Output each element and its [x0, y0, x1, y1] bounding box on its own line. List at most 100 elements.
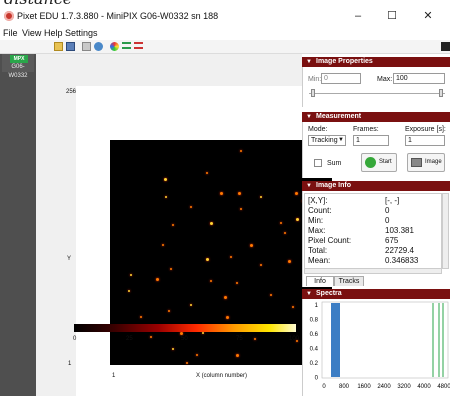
app-icon: [4, 11, 14, 21]
exposure-label: Exposure [s]:: [405, 126, 446, 133]
particle-spot: [165, 196, 167, 198]
menu-file[interactable]: File: [3, 28, 18, 38]
particle-spot: [210, 280, 212, 282]
open-folder-icon[interactable]: [54, 42, 63, 51]
spectra-plot-area: [321, 301, 449, 379]
particle-spot: [186, 362, 188, 364]
particle-spot: [140, 316, 142, 318]
max-input[interactable]: 100: [393, 73, 445, 84]
range-slider-max-handle[interactable]: [439, 89, 443, 97]
max-label: Max:: [377, 76, 393, 83]
chevron-down-icon: ▼: [338, 137, 344, 143]
vertical-scrollbar[interactable]: [442, 193, 449, 269]
particle-spot: [164, 178, 167, 181]
mode-select[interactable]: Tracking ▼: [308, 135, 346, 146]
spectra-x-tick: 800: [339, 384, 350, 390]
refresh-icon[interactable]: [94, 42, 103, 51]
menu-view[interactable]: View: [22, 28, 42, 38]
particle-spot: [130, 274, 132, 276]
particle-spot: [172, 224, 174, 226]
x-axis-left-tick: 1: [112, 373, 116, 379]
particle-spot: [206, 258, 209, 261]
range-slider-track[interactable]: [309, 93, 445, 94]
colorbar-tick-75: 75: [236, 336, 243, 342]
info-row-pixel-count: Pixel Count: 675: [308, 236, 399, 245]
spectra-y-tick: 0.4: [310, 347, 319, 353]
image-properties-panel: ▼ Image Properties Min: 0 Max: 100: [302, 57, 450, 107]
collapse-triangle-icon: ▼: [306, 291, 312, 297]
particle-spot: [260, 264, 262, 266]
minimize-button[interactable]: –: [354, 10, 362, 22]
image-info-header[interactable]: ▼ Image Info: [302, 181, 450, 191]
spectra-y-tick: 0: [315, 376, 319, 382]
y-axis-label: Y: [67, 256, 72, 262]
particle-spot: [270, 294, 272, 296]
spectra-plot[interactable]: 1 0.8 0.6 0.4 0.2 00 800 1600 2400 3200 4000 4800: [302, 299, 450, 396]
spectra-x-tick: 1600: [357, 384, 371, 390]
horizontal-scrollbar[interactable]: [304, 268, 442, 274]
x-axis-label: X (column number): [196, 373, 248, 379]
list-icon[interactable]: [82, 42, 91, 51]
spectrum-bar: [331, 303, 340, 377]
particle-spot: [224, 296, 227, 299]
fit-vertical-icon[interactable]: [134, 42, 143, 49]
exposure-input[interactable]: 1: [405, 135, 445, 146]
menu-help[interactable]: Help: [44, 28, 63, 38]
spectra-header[interactable]: ▼ Spectra: [302, 289, 450, 299]
particle-spot: [280, 222, 282, 224]
min-input[interactable]: 0: [321, 73, 361, 84]
particle-spot: [296, 340, 298, 342]
particle-spot: [260, 196, 262, 198]
spectra-y-tick: 0.2: [310, 361, 319, 367]
image-viewer: 256 Y 1 1 X (column number) 256: [36, 54, 334, 396]
title-bar: Pixet EDU 1.7.3.880 - MiniPIX G06-W0332 …: [0, 6, 450, 28]
particle-spot: [254, 338, 256, 340]
colorbar-tick-50: 50: [181, 336, 188, 342]
device-logo: MPX: [10, 55, 28, 63]
info-row-mean: Mean: 0.346833: [308, 256, 419, 265]
sum-checkbox[interactable]: [314, 159, 322, 167]
range-slider-min-handle[interactable]: [311, 89, 315, 97]
play-icon: [365, 157, 376, 168]
particle-spot: [220, 192, 223, 195]
colormap-icon[interactable]: [110, 42, 119, 51]
y-axis-top-tick: 256: [66, 89, 77, 95]
particle-spot: [190, 206, 192, 208]
maximize-button[interactable]: ☐: [387, 10, 397, 22]
tab-tracks[interactable]: Tracks: [334, 276, 364, 286]
particle-spot: [296, 218, 299, 221]
y-axis-bottom-tick: 1: [68, 361, 72, 367]
measurement-header[interactable]: ▼ Measurement: [302, 112, 450, 122]
spectra-x-tick: 4000: [417, 384, 431, 390]
start-button[interactable]: Start: [361, 153, 397, 172]
particle-spot: [206, 172, 208, 174]
device-tab[interactable]: MPX G06-W0332: [2, 54, 34, 79]
collapse-triangle-icon: ▼: [306, 183, 312, 189]
info-row-total: Total: 22729.4: [308, 246, 414, 255]
min-label: Min:: [308, 76, 322, 83]
info-row-min: Min: 0: [308, 216, 390, 225]
panel-toggle-icon[interactable]: [441, 42, 450, 51]
particle-spot: [230, 256, 232, 258]
colorbar-tick-0: 0: [73, 336, 77, 342]
particle-spot: [236, 282, 238, 284]
colorbar-tick-25: 25: [126, 336, 133, 342]
image-info-list: [X,Y]: [-, -] Count: 0 Min: 0 Max: 103.381 P…: [304, 193, 442, 269]
tab-info[interactable]: Info: [306, 276, 334, 286]
sum-label: Sum: [327, 160, 342, 167]
save-icon[interactable]: [66, 42, 75, 51]
measurement-panel: ▼ Measurement Mode: Tracking ▼ Frames: 1 E…: [302, 112, 450, 178]
particle-spot: [202, 332, 204, 334]
menu-settings[interactable]: Settings: [65, 28, 98, 38]
fit-horizontal-icon[interactable]: [122, 42, 131, 49]
particle-spot: [180, 332, 183, 335]
camera-icon: [411, 158, 422, 167]
particle-spot: [295, 192, 298, 195]
particle-spot: [150, 336, 152, 338]
image-button[interactable]: Image: [407, 153, 445, 172]
particle-spot: [170, 268, 172, 270]
close-button[interactable]: ✕: [423, 10, 433, 22]
image-properties-header[interactable]: ▼ Image Properties: [302, 57, 450, 67]
frames-stepper[interactable]: 1: [353, 135, 389, 146]
image-info-panel: ▼ Image Info [X,Y]: [-, -] Count: 0 Min: 0 M…: [302, 181, 450, 287]
